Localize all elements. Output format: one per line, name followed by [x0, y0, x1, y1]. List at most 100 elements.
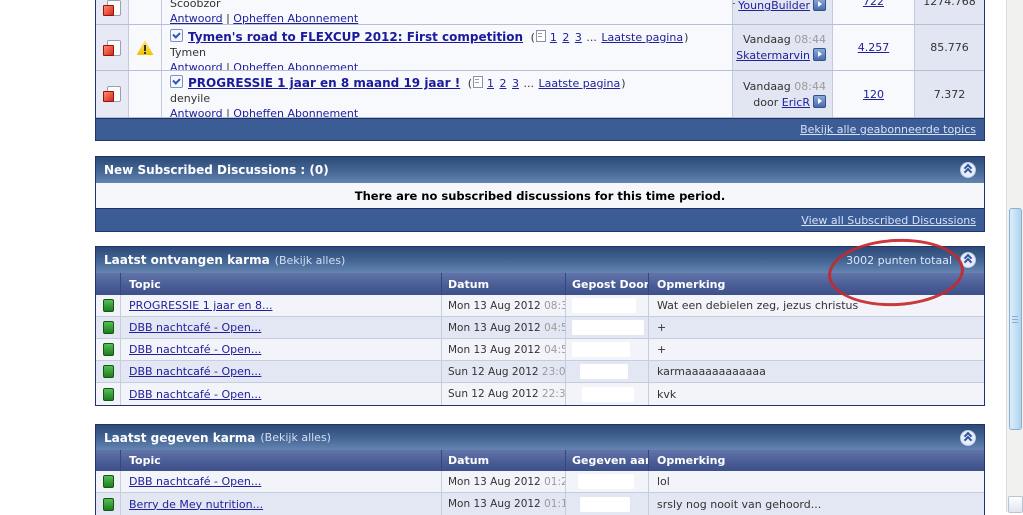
karma-row: PROGRESSIE 1 jaar en 8... Mon 13 Aug 201… — [96, 295, 984, 317]
page-link[interactable]: 3 — [574, 31, 582, 44]
karma-type-cell — [96, 493, 121, 515]
view-all-subscribed-discussions-link[interactable]: View all Subscribed Discussions — [801, 213, 976, 227]
positive-karma-icon — [102, 365, 114, 378]
thread-status-icon — [102, 39, 122, 56]
column-header-icon — [96, 273, 121, 295]
thread-flag-cell — [129, 71, 162, 117]
topic-cell: PROGRESSIE 1 jaar en 8... — [121, 295, 442, 316]
page-link[interactable]: 1 — [487, 77, 494, 90]
empty-row: There are no subscribed discussions for … — [96, 183, 984, 208]
topic-cell: DBB nachtcafé - Open... — [121, 471, 442, 492]
topic-link[interactable]: DBB nachtcafé - Open... — [129, 365, 262, 378]
topic-link[interactable]: DBB nachtcafé - Open... — [129, 475, 262, 488]
recipient-cell — [566, 493, 649, 515]
karma-row: DBB nachtcafé - Open... Mon 13 Aug 2012 … — [96, 471, 984, 493]
karma-given-header: Laatst gegeven karma (Bekijk alles) — [96, 425, 984, 450]
page-link[interactable]: 2 — [562, 31, 570, 44]
last-poster-link[interactable]: EricR — [781, 95, 810, 109]
topic-link[interactable]: Berry de Mey nutrition... — [129, 497, 264, 511]
date-cell: Sun 12 Aug 2012 23:09 — [442, 361, 566, 382]
date-cell: Mon 13 Aug 2012 04:59 — [442, 317, 566, 338]
unsubscribe-link[interactable]: Opheffen Abonnement — [233, 61, 359, 70]
view-all-link[interactable]: (Bekijk alles) — [260, 431, 331, 444]
goto-last-post-icon[interactable] — [813, 94, 826, 108]
collapse-icon[interactable] — [960, 162, 976, 178]
page-dots: ... — [523, 77, 535, 90]
topic-cell: Berry de Mey nutrition... — [121, 493, 442, 515]
door-label: door — [753, 95, 779, 109]
unsubscribe-link[interactable]: Opheffen Abonnement — [233, 12, 359, 24]
poster-cell — [566, 295, 649, 316]
page-link[interactable]: 1 — [549, 31, 557, 44]
thread-title-link[interactable]: PROGRESSIE 1 jaar en 8 maand 19 jaar ! — [188, 76, 461, 90]
subscribed-footer-bar: View all Subscribed Discussions — [96, 208, 984, 231]
karma-type-cell — [96, 339, 121, 360]
replies-count[interactable]: 722 — [863, 0, 884, 8]
replies-count[interactable]: 120 — [863, 87, 884, 101]
section-title: Laatst ontvangen karma — [104, 253, 270, 267]
last-poster-link[interactable]: Skatermarvin — [736, 49, 810, 62]
new-subscribed-section: New Subscribed Discussions : (0) There a… — [95, 156, 985, 232]
topic-link[interactable]: DBB nachtcafé - Open... — [129, 321, 262, 334]
column-header-comment: Opmerking — [657, 454, 726, 467]
reply-link[interactable]: Antwoord — [170, 107, 223, 117]
views-count: 85.776 — [930, 41, 969, 54]
last-page-link[interactable]: Laatste pagina — [601, 31, 684, 44]
topic-cell: DBB nachtcafé - Open... — [121, 317, 442, 338]
poster-cell — [566, 339, 649, 360]
thread-title-link[interactable]: Tymen's road to FLEXCUP 2012: First comp… — [188, 30, 524, 44]
paren-open: ( — [467, 77, 472, 90]
thread-info-cell: Scoobzor Antwoord | Opheffen Abonnement — [162, 0, 733, 24]
time-text: 23:09 — [541, 365, 566, 378]
views-count: 1274.768 — [923, 0, 976, 8]
reply-link[interactable]: Antwoord — [170, 12, 223, 24]
topic-link[interactable]: DBB nachtcafé - Open... — [129, 387, 262, 401]
positive-karma-icon — [102, 343, 114, 356]
reply-link[interactable]: Antwoord — [170, 61, 223, 70]
views-cell: 85.776 — [915, 25, 984, 70]
view-all-link[interactable]: (Bekijk alles) — [274, 253, 346, 267]
door-label: door — [733, 0, 735, 12]
topic-cell: DBB nachtcafé - Open... — [121, 339, 442, 360]
views-cell: 1274.768 — [915, 0, 984, 24]
subscribed-checkbox-icon[interactable] — [170, 75, 183, 88]
column-header-date: Datum — [442, 273, 566, 295]
subscribed-threads-table: Scoobzor Antwoord | Opheffen Abonnement … — [95, 0, 985, 141]
karma-type-cell — [96, 361, 121, 382]
thread-author: Tymen — [170, 46, 206, 59]
last-page-link[interactable]: Laatste pagina — [538, 77, 621, 90]
collapse-icon[interactable] — [960, 252, 976, 268]
unsubscribe-link[interactable]: Opheffen Abonnement — [233, 107, 359, 117]
karma-row: Berry de Mey nutrition... Mon 13 Aug 201… — [96, 493, 984, 515]
date-cell: Mon 13 Aug 2012 04:53 — [442, 339, 566, 360]
link-separator: | — [226, 107, 230, 117]
thread-info-cell: Tymen's road to FLEXCUP 2012: First comp… — [162, 25, 733, 70]
vertical-scrollbar[interactable] — [1006, 0, 1023, 513]
last-post-time: 08:44 — [794, 33, 826, 46]
replies-cell: 120 — [833, 71, 915, 117]
scrollbar-down-button[interactable] — [1008, 496, 1023, 513]
goto-last-post-icon[interactable] — [813, 0, 826, 11]
paren-close: ) — [684, 31, 689, 44]
collapse-icon[interactable] — [960, 429, 976, 446]
subscribed-checkbox-icon[interactable] — [170, 29, 183, 42]
topic-link[interactable]: PROGRESSIE 1 jaar en 8... — [129, 299, 273, 312]
view-all-subscribed-topics-link[interactable]: Bekijk alle geabonneerde topics — [800, 123, 976, 136]
replies-count[interactable]: 4.257 — [857, 41, 890, 54]
paren-open: ( — [530, 31, 535, 44]
page-link[interactable]: 2 — [499, 77, 507, 90]
time-text: 08:32 — [544, 299, 565, 312]
thread-status-icon — [102, 86, 122, 102]
page-link[interactable]: 3 — [512, 77, 519, 90]
date-text: Mon 13 Aug 2012 — [448, 343, 541, 356]
column-header-comment: Opmerking — [657, 277, 726, 291]
threads-footer-bar: Bekijk alle geabonneerde topics — [96, 118, 984, 140]
thread-status-cell — [96, 71, 129, 117]
goto-last-post-icon[interactable] — [813, 48, 826, 61]
page-dots: ... — [586, 31, 597, 44]
last-post-date: Vandaag — [742, 33, 791, 46]
thread-row: Tymen's road to FLEXCUP 2012: First comp… — [96, 25, 984, 71]
scrollbar-thumb[interactable] — [1009, 208, 1022, 430]
last-poster-link[interactable]: YoungBuilder — [738, 0, 810, 12]
topic-link[interactable]: DBB nachtcafé - Open... — [129, 343, 262, 356]
